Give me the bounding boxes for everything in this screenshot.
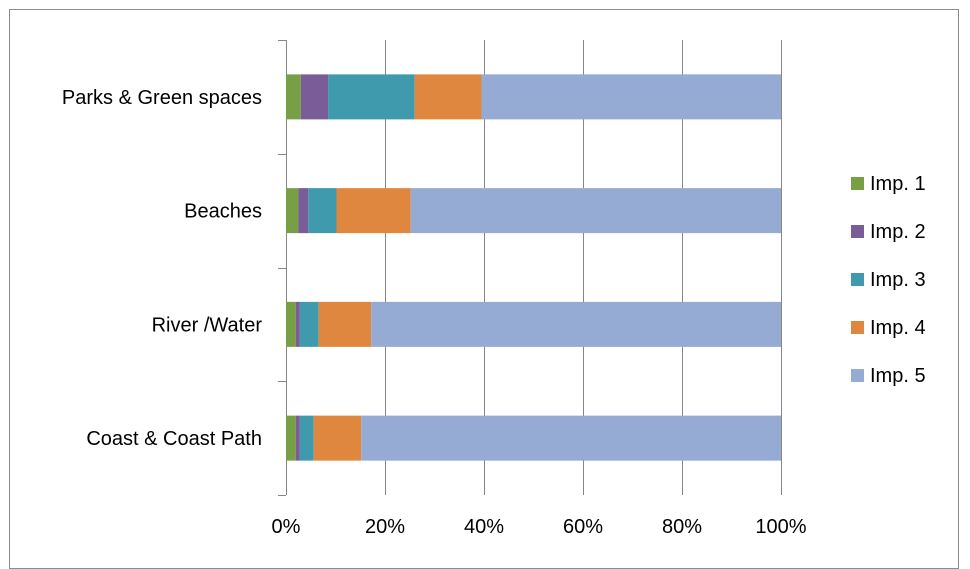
category-label: River /Water [152, 314, 263, 336]
axes [278, 40, 287, 496]
legend-swatch [851, 273, 864, 286]
x-tick-label: 100% [755, 516, 806, 538]
category-labels: Parks & Green spaces Beaches River /Water C… [62, 87, 262, 450]
bar-segment [328, 74, 415, 120]
legend-label: Imp. 3 [870, 269, 926, 291]
x-tick-label: 60% [563, 516, 603, 538]
bar-segment [298, 188, 309, 234]
x-tick-label: 20% [365, 516, 405, 538]
bar-segment [318, 301, 372, 347]
bar-segment [300, 74, 329, 120]
bar-segment [308, 188, 337, 234]
bar-segment [410, 188, 781, 234]
bar-segment [414, 74, 482, 120]
bars [286, 74, 781, 461]
bar-segment [286, 415, 296, 461]
bar-segment [371, 301, 781, 347]
legend-swatch [851, 177, 864, 190]
bar-segment [361, 415, 781, 461]
legend-swatch [851, 225, 864, 238]
bar-segment [299, 301, 319, 347]
category-label: Parks & Green spaces [62, 87, 262, 109]
x-tick-label: 40% [464, 516, 504, 538]
legend-label: Imp. 2 [870, 221, 926, 243]
bar-segment [286, 301, 296, 347]
legend-label: Imp. 1 [870, 173, 926, 195]
legend-label: Imp. 5 [870, 365, 926, 387]
bar-segment [336, 188, 411, 234]
x-tick-label: 0% [272, 516, 301, 538]
bar-segment [295, 301, 300, 347]
legend-swatch [851, 321, 864, 334]
bar-segment [481, 74, 781, 120]
category-label: Coast & Coast Path [86, 428, 262, 450]
bar-segment [299, 415, 314, 461]
legend-label: Imp. 4 [870, 317, 926, 339]
x-tick-label: 80% [662, 516, 702, 538]
bar-segment [295, 415, 300, 461]
x-tick-labels: 0% 20% 40% 60% 80% 100% [272, 516, 807, 538]
legend: Imp. 1 Imp. 2 Imp. 3 Imp. 4 Imp. 5 [851, 173, 926, 387]
bar-segment [286, 74, 301, 120]
bar-segment [286, 188, 299, 234]
bar-segment [313, 415, 362, 461]
category-label: Beaches [184, 201, 262, 223]
legend-swatch [851, 369, 864, 382]
